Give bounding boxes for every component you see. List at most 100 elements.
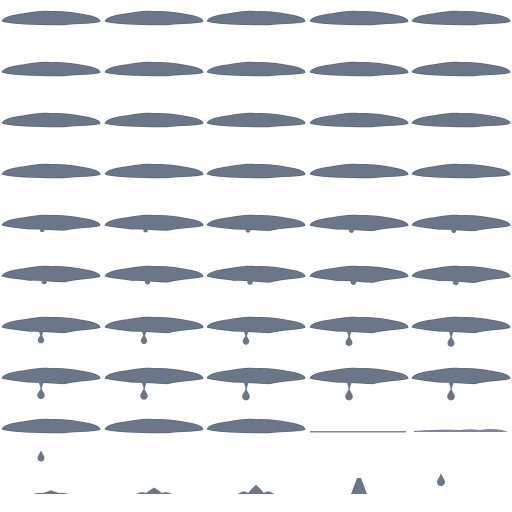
- slime-body: [308, 214, 408, 232]
- slime-body: [206, 316, 306, 334]
- sprite-frame: [0, 408, 102, 462]
- slime-sprite: [1, 367, 101, 400]
- slime-body: [308, 112, 408, 128]
- sprite-frame: [205, 51, 307, 102]
- sprite-frame: [205, 0, 307, 51]
- slime-bulge: [39, 228, 45, 233]
- sprite-frame: [0, 102, 102, 153]
- slime-sprite: [206, 61, 306, 77]
- slime-body: [103, 163, 203, 179]
- sprite-frame: [410, 306, 512, 357]
- slime-droplet: [447, 335, 455, 347]
- sprite-frame: [103, 408, 205, 459]
- slime-drip-stem: [448, 381, 454, 394]
- sprite-frame: [308, 51, 410, 102]
- slime-sprite: [1, 112, 101, 128]
- slime-sprite: [103, 112, 203, 128]
- slime-body: [1, 214, 101, 231]
- slime-body: [206, 10, 306, 26]
- sprite-frame: [308, 0, 410, 51]
- slime-body: [103, 10, 203, 26]
- slime-body: [308, 316, 408, 334]
- sprite-frame: [0, 255, 102, 306]
- sprite-frame: [0, 204, 102, 255]
- sprite-frame: [410, 357, 512, 408]
- slime-sprite: [206, 10, 306, 26]
- sprite-frame: [205, 459, 307, 510]
- sprite-frame: [103, 153, 205, 204]
- sprite-frame: [205, 153, 307, 204]
- slime-body: [1, 316, 101, 334]
- sprite-frame: [0, 0, 102, 51]
- slime-sprite: [206, 163, 306, 179]
- sprite-frame: [410, 153, 512, 204]
- slime-remnant: [414, 429, 508, 432]
- slime-sprite: [411, 367, 511, 401]
- sprite-frame: [103, 306, 205, 357]
- sprite-frame: [205, 357, 307, 408]
- sprite-frame: [0, 153, 102, 204]
- slime-splash: [33, 490, 69, 494]
- slime-body: [206, 418, 306, 434]
- sprite-frame: [308, 459, 410, 510]
- sprite-frame: [308, 357, 410, 408]
- slime-bulge: [451, 228, 457, 234]
- slime-splash: [238, 484, 274, 494]
- slime-body: [411, 112, 511, 128]
- slime-drip-stem: [38, 381, 44, 393]
- slime-bulge: [452, 279, 459, 286]
- sprite-frame: [410, 204, 512, 255]
- slime-sprite: [308, 10, 408, 26]
- slime-body: [206, 112, 306, 128]
- slime-droplet: [242, 334, 250, 345]
- slime-sprite: [135, 487, 172, 494]
- slime-bulge: [247, 279, 253, 285]
- slime-sprite: [411, 61, 511, 77]
- slime-body: [206, 61, 306, 77]
- slime-sprite: [308, 163, 408, 179]
- slime-sprite: [103, 214, 203, 233]
- slime-body: [103, 214, 203, 231]
- slime-sprite: [437, 473, 445, 486]
- slime-body: [103, 112, 203, 128]
- slime-sprite: [206, 112, 306, 128]
- slime-sprite: [411, 163, 511, 179]
- slime-sprite: [103, 163, 203, 179]
- sprite-frame: [205, 408, 307, 459]
- slime-sprite: [350, 478, 367, 494]
- slime-spike: [350, 478, 367, 494]
- slime-body: [411, 214, 511, 232]
- slime-body: [1, 10, 101, 26]
- slime-droplet: [37, 333, 45, 344]
- slime-sprite: [308, 367, 408, 401]
- slime-bulge: [142, 228, 148, 233]
- slime-sprite: [206, 265, 306, 285]
- slime-sprite: [103, 367, 203, 400]
- slime-bulge: [245, 228, 251, 233]
- slime-body: [308, 367, 408, 385]
- slime-drip-stem: [345, 381, 352, 394]
- slime-sprite: [1, 10, 101, 26]
- sprite-frame: [308, 204, 410, 255]
- slime-sprite: [1, 61, 101, 77]
- slime-body: [103, 316, 203, 334]
- slime-sprite: [103, 316, 203, 345]
- sprite-frame: [103, 51, 205, 102]
- slime-droplet: [139, 387, 148, 400]
- slime-body: [206, 214, 306, 231]
- slime-sprite: [206, 367, 306, 401]
- slime-sprite: [206, 418, 306, 434]
- slime-body: [103, 61, 203, 77]
- sprite-frame: [205, 102, 307, 153]
- slime-sprite: [33, 490, 69, 494]
- sprite-frame: [103, 102, 205, 153]
- slime-body: [1, 265, 101, 283]
- sprite-frame: [410, 255, 512, 306]
- slime-sprite: [411, 265, 511, 286]
- sprite-frame: [308, 255, 410, 306]
- sprite-frame: [410, 459, 512, 510]
- slime-sprite: [206, 316, 306, 345]
- slime-drip-stem: [448, 330, 454, 341]
- slime-sprite: [414, 429, 508, 432]
- slime-body: [308, 163, 408, 179]
